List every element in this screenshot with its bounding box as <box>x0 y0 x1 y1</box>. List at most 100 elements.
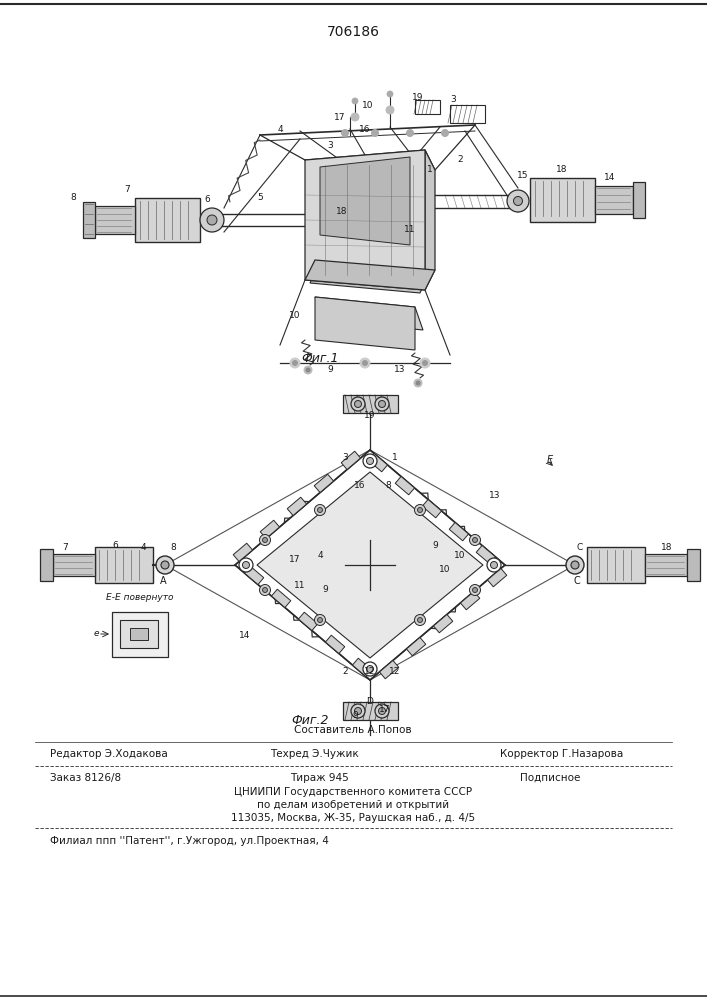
Text: 18: 18 <box>337 208 348 217</box>
Circle shape <box>354 400 361 408</box>
Text: 7: 7 <box>62 542 68 552</box>
Text: 17: 17 <box>334 112 346 121</box>
Circle shape <box>386 106 394 114</box>
Bar <box>95 206 135 234</box>
Bar <box>83 202 95 238</box>
Circle shape <box>416 381 420 385</box>
Circle shape <box>472 587 477 592</box>
Text: 14: 14 <box>604 174 616 182</box>
Polygon shape <box>298 612 317 631</box>
Circle shape <box>366 666 373 672</box>
Circle shape <box>352 98 358 104</box>
Text: 10: 10 <box>289 310 300 320</box>
Polygon shape <box>257 472 483 658</box>
Text: 15: 15 <box>518 170 529 180</box>
Circle shape <box>423 360 428 365</box>
Text: 5: 5 <box>257 194 263 202</box>
Polygon shape <box>341 451 361 470</box>
Circle shape <box>366 458 373 464</box>
Text: e: e <box>93 630 99 639</box>
Polygon shape <box>460 591 480 610</box>
Text: Редактор Э.Ходакова: Редактор Э.Ходакова <box>50 749 168 759</box>
Polygon shape <box>425 150 435 290</box>
Text: E: E <box>547 455 553 465</box>
Polygon shape <box>380 660 399 679</box>
Text: D: D <box>366 698 373 706</box>
Text: C: C <box>573 576 580 586</box>
Bar <box>450 105 485 123</box>
Polygon shape <box>287 497 307 516</box>
Text: 13: 13 <box>395 365 406 374</box>
Text: Техред Э.Чужик: Техред Э.Чужик <box>270 749 358 759</box>
Polygon shape <box>320 157 410 245</box>
Text: 8: 8 <box>170 542 176 552</box>
Bar <box>633 182 645 218</box>
Polygon shape <box>260 520 279 539</box>
Polygon shape <box>235 450 505 680</box>
Circle shape <box>469 534 481 546</box>
Circle shape <box>414 379 422 387</box>
Bar <box>343 702 398 720</box>
Polygon shape <box>449 522 469 541</box>
Text: 10: 10 <box>439 566 451 574</box>
Text: 9: 9 <box>327 365 333 374</box>
Polygon shape <box>310 265 428 293</box>
Circle shape <box>290 358 300 368</box>
Bar <box>587 547 645 583</box>
Bar <box>595 186 633 214</box>
Text: 19: 19 <box>412 93 423 102</box>
Text: C: C <box>577 542 583 552</box>
Polygon shape <box>477 545 496 564</box>
Text: A: A <box>160 576 166 586</box>
Polygon shape <box>245 566 264 585</box>
Circle shape <box>375 397 389 411</box>
Text: Подписное: Подписное <box>520 773 580 783</box>
Circle shape <box>420 358 430 368</box>
Text: 19: 19 <box>364 410 375 420</box>
Circle shape <box>351 397 365 411</box>
Bar <box>343 395 398 413</box>
Text: 9: 9 <box>322 585 328 594</box>
Text: 8: 8 <box>70 194 76 202</box>
Text: 17: 17 <box>289 556 300 564</box>
Text: 17: 17 <box>379 706 391 714</box>
Circle shape <box>259 584 271 595</box>
Circle shape <box>414 614 426 626</box>
Text: 12: 12 <box>390 668 401 676</box>
Circle shape <box>418 617 423 622</box>
Polygon shape <box>395 476 414 495</box>
Bar <box>130 628 148 640</box>
Polygon shape <box>315 297 423 330</box>
Text: 10: 10 <box>455 550 466 560</box>
Text: 16: 16 <box>354 481 366 489</box>
Text: 4: 4 <box>277 125 283 134</box>
Circle shape <box>363 360 368 365</box>
Text: 2: 2 <box>457 155 463 164</box>
Text: Тираж 945: Тираж 945 <box>290 773 349 783</box>
Circle shape <box>441 129 448 136</box>
Polygon shape <box>422 499 442 518</box>
Circle shape <box>469 584 481 595</box>
Circle shape <box>507 190 529 212</box>
Circle shape <box>262 587 267 592</box>
Circle shape <box>378 400 385 408</box>
Polygon shape <box>325 635 345 654</box>
Text: 14: 14 <box>239 631 251 640</box>
Circle shape <box>375 704 389 718</box>
Text: Филиал ппп ''Патент'', г.Ужгород, ул.Проектная, 4: Филиал ппп ''Патент'', г.Ужгород, ул.Про… <box>50 836 329 846</box>
Bar <box>415 100 440 114</box>
Circle shape <box>491 562 498 568</box>
Circle shape <box>371 129 378 136</box>
Text: 1: 1 <box>427 165 433 174</box>
Text: 18: 18 <box>661 542 673 552</box>
Circle shape <box>243 562 250 568</box>
Polygon shape <box>305 260 435 290</box>
Bar <box>112 612 168 657</box>
Circle shape <box>414 504 426 516</box>
Text: 2: 2 <box>342 668 348 676</box>
Polygon shape <box>314 474 334 493</box>
Bar <box>530 178 595 222</box>
Text: ЦНИИПИ Государственного комитета СССР: ЦНИИПИ Государственного комитета СССР <box>234 787 472 797</box>
Circle shape <box>351 704 365 718</box>
Text: 9: 9 <box>432 540 438 550</box>
